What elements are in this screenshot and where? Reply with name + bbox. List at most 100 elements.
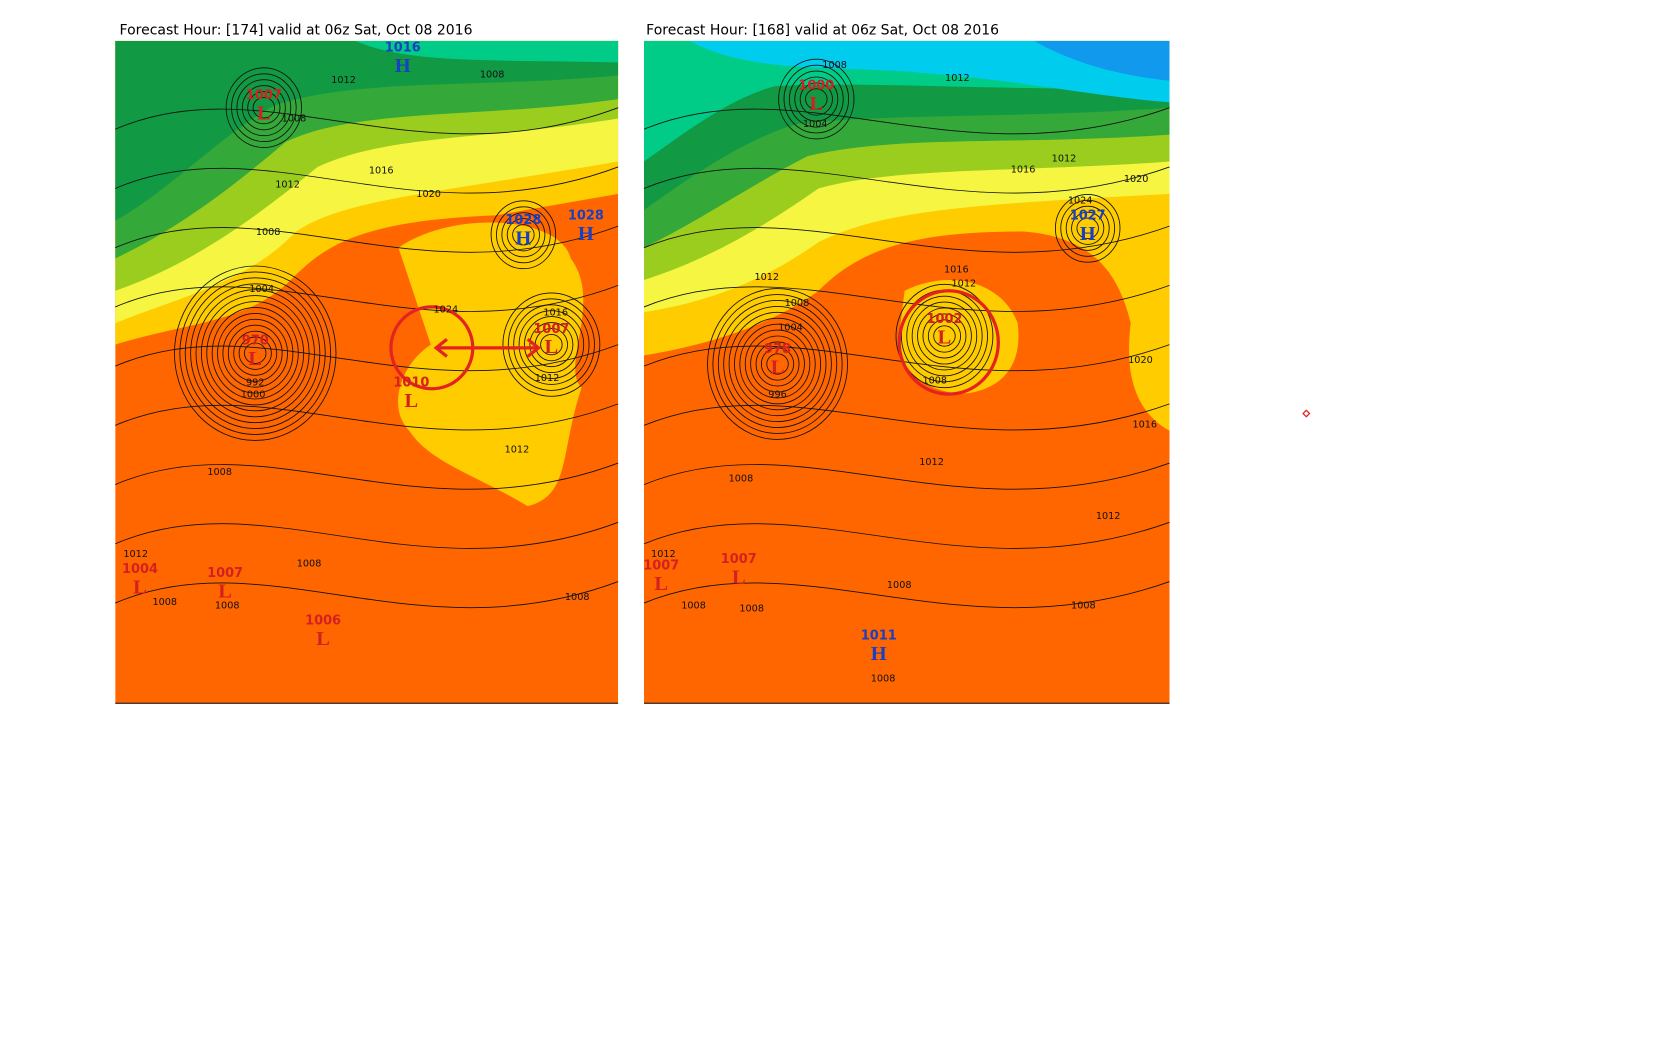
isobar-label: 1008 (215, 600, 240, 611)
center-pressure: 978 (764, 342, 791, 357)
isobar (805, 88, 828, 110)
center-pressure: 1007 (207, 566, 243, 581)
isobar (184, 277, 326, 430)
center-kind: L (732, 567, 746, 589)
isobar (933, 325, 956, 347)
center-pressure: 1002 (927, 312, 963, 327)
isobar-label: 1012 (505, 444, 530, 455)
center-pressure: 1000 (798, 78, 834, 93)
isobar-label: 1016 (369, 165, 394, 176)
isobar (927, 319, 962, 353)
panel-title: Forecast Hour: [174] valid at 06z Sat, O… (120, 22, 473, 38)
isobar (643, 225, 1170, 253)
isobar (115, 521, 619, 549)
isobar (643, 521, 1170, 549)
isobar-label: 1008 (922, 375, 947, 386)
isobar (195, 289, 315, 418)
isobar (115, 166, 619, 194)
isobar-label: 1008 (480, 70, 505, 81)
isobar (115, 284, 619, 312)
isobar-label: 1012 (1096, 511, 1121, 522)
isobar (922, 313, 967, 359)
center-kind: L (654, 573, 668, 595)
isobar-label: 1008 (297, 558, 322, 569)
marker (1302, 409, 1311, 418)
isobar (1065, 205, 1110, 251)
isobar (766, 353, 789, 375)
isobar (643, 403, 1170, 431)
isobar-label: 1008 (282, 114, 307, 125)
isobar (1054, 193, 1121, 263)
isobar (225, 67, 302, 148)
isobar (115, 462, 619, 490)
center-pressure: 1004 (122, 562, 158, 577)
center-pressure: 1007 (721, 552, 757, 567)
isobar (174, 265, 337, 441)
isobar (236, 79, 292, 137)
isobar (233, 330, 278, 376)
center-pressure: 1007 (246, 88, 282, 103)
isobar-label: 1012 (535, 373, 560, 384)
isobar (717, 300, 838, 428)
isobar (496, 206, 551, 264)
isobars (115, 58, 1170, 609)
isobar-label: 1004 (803, 119, 828, 130)
isobar (179, 271, 332, 435)
center-kind: H (395, 55, 411, 77)
isobar (190, 283, 321, 424)
isobar (115, 403, 619, 431)
isobar-label: 1016 (543, 308, 568, 319)
isobar-label: 1008 (1071, 600, 1096, 611)
center-kind: L (248, 348, 262, 370)
isobar (794, 76, 839, 122)
center-kind: H (871, 643, 887, 665)
center-pressure: 970 (242, 334, 269, 349)
isobar (502, 292, 601, 397)
isobar (643, 166, 1170, 194)
center-kind: L (545, 336, 559, 358)
isobar-label: 1020 (416, 189, 441, 200)
center-pressure: 1010 (393, 376, 429, 391)
center-kind: L (218, 581, 232, 603)
isobar-label: 1012 (919, 457, 944, 468)
annotation-arrow (433, 337, 542, 358)
isobar (238, 336, 272, 370)
isobar-label: 1008 (729, 473, 754, 484)
isobar (244, 342, 267, 364)
isobar (643, 344, 1170, 372)
isobar (911, 301, 978, 371)
isobar-label: 1008 (739, 604, 764, 615)
isobar (247, 91, 281, 125)
annotation-circle (897, 289, 1000, 396)
isobar (211, 307, 299, 400)
isobar-label: 1012 (651, 549, 676, 560)
isobar-label: 1012 (123, 549, 148, 560)
center-kind: L (316, 628, 330, 650)
isobar (241, 85, 286, 131)
isobar-label: 1004 (249, 284, 274, 295)
center-kind: L (809, 93, 823, 115)
isobar (222, 318, 288, 388)
isobar (788, 70, 844, 128)
isobar (252, 97, 276, 119)
isobar (906, 295, 983, 377)
isobar (1071, 211, 1105, 245)
isobar-label: 1008 (256, 227, 281, 238)
isobar (712, 294, 843, 434)
center-pressure: 1016 (385, 41, 421, 56)
isobar (231, 73, 297, 143)
isobar-label: 1008 (681, 600, 706, 611)
isobar (895, 283, 994, 389)
isobar (115, 344, 619, 372)
center-kind: H (578, 223, 594, 245)
center-pressure: 1027 (1070, 209, 1106, 224)
isobar-label: 1008 (871, 674, 896, 685)
isobar (200, 295, 310, 412)
isobar (501, 212, 546, 258)
center-pressure: 1007 (643, 559, 679, 574)
isobar (778, 58, 855, 140)
isobar (513, 304, 590, 385)
isobar-label: 1024 (1068, 196, 1093, 207)
